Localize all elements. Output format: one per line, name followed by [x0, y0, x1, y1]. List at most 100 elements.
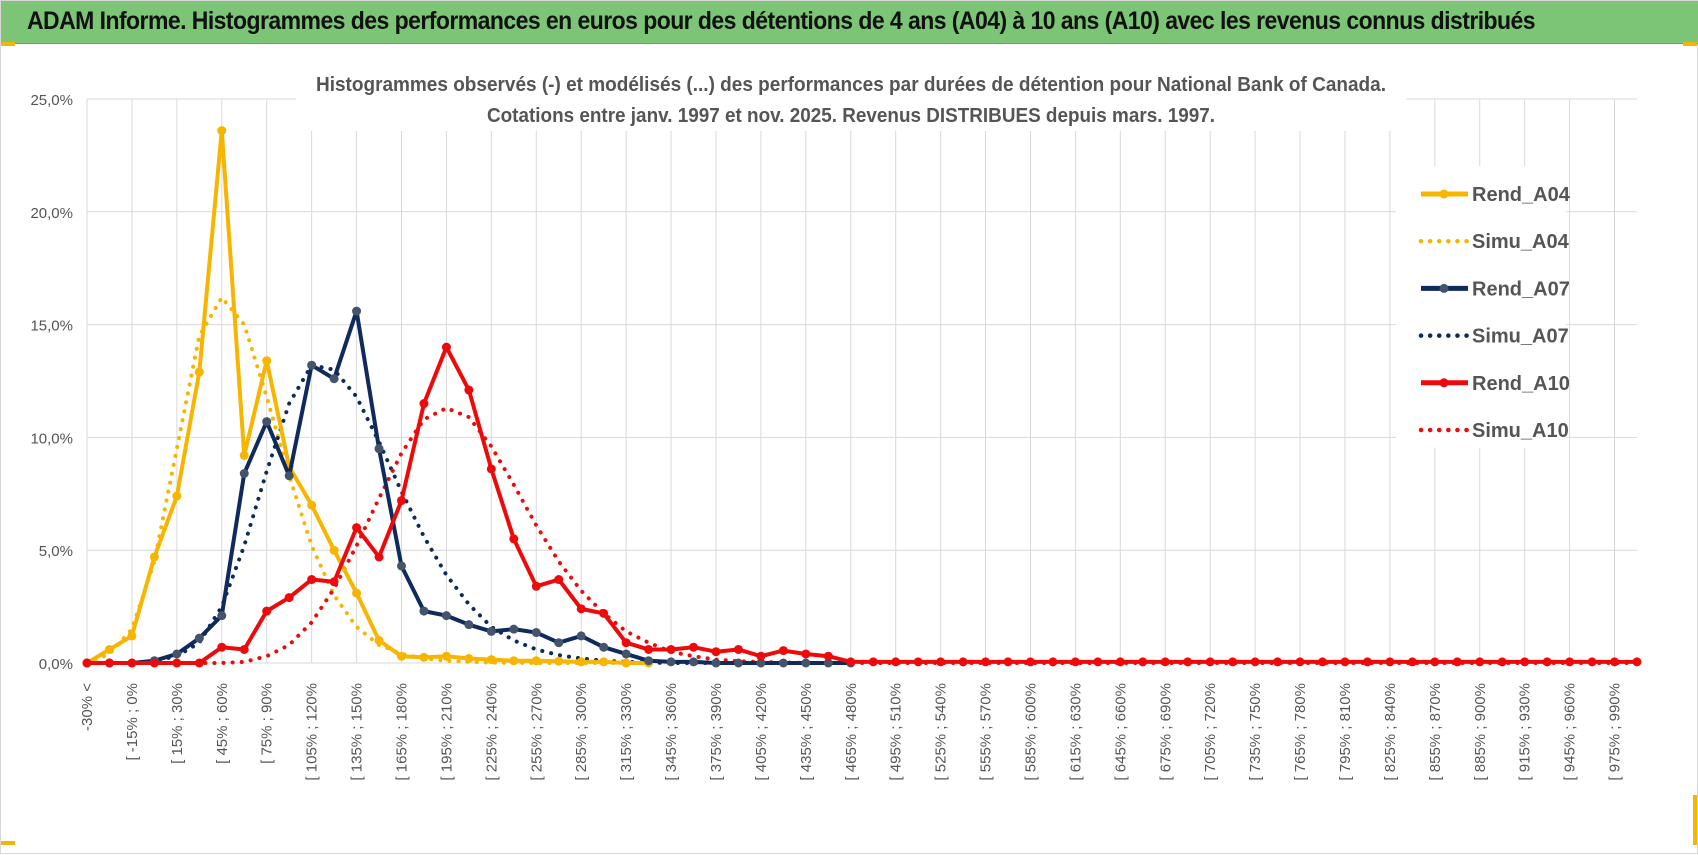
data-point: [172, 658, 182, 668]
data-point: [1632, 657, 1642, 667]
data-point: [1093, 657, 1103, 667]
series-Rend_A04: [82, 126, 654, 668]
data-point: [1430, 657, 1440, 667]
data-point: [239, 450, 249, 460]
x-tick-label: [ 885% ; 900%: [1472, 683, 1489, 781]
data-point: [441, 651, 451, 661]
y-tick-label: 25,0%: [30, 92, 73, 109]
data-point: [509, 624, 519, 634]
data-point: [1318, 657, 1328, 667]
data-point: [1385, 657, 1395, 667]
data-point: [352, 523, 362, 533]
data-point: [486, 655, 496, 665]
data-point: [778, 658, 788, 668]
series-Rend_A10: [82, 342, 1642, 668]
x-tick-label: [ 435% ; 450%: [798, 683, 815, 781]
data-point: [262, 356, 272, 366]
data-point: [419, 606, 429, 616]
data-point: [329, 577, 339, 587]
data-point: [644, 656, 654, 666]
data-point: [1160, 657, 1170, 667]
data-point: [464, 385, 474, 395]
data-point: [801, 649, 811, 659]
x-tick-label: [ 555% ; 570%: [978, 683, 995, 781]
x-tick-label: [ 645% ; 660%: [1112, 683, 1129, 781]
data-point: [1003, 657, 1013, 667]
x-tick-label: [ -15% ; 0%: [124, 683, 141, 761]
data-point: [217, 126, 227, 136]
data-point: [554, 575, 564, 585]
y-tick-label: 10,0%: [30, 430, 73, 447]
series-line: [85, 128, 649, 665]
data-point: [509, 534, 519, 544]
data-point: [486, 626, 496, 636]
data-point: [531, 628, 541, 638]
data-point: [1070, 657, 1080, 667]
data-point: [666, 657, 676, 667]
data-point: [599, 657, 609, 667]
data-point: [329, 545, 339, 555]
legend-item-Rend_A10: Rend_A10: [1421, 373, 1570, 395]
legend-item-Simu_A10: Simu_A10: [1418, 420, 1569, 442]
data-point: [1452, 657, 1462, 667]
data-point: [1025, 657, 1035, 667]
data-point: [352, 588, 362, 598]
data-point: [172, 491, 182, 501]
legend-item-Rend_A07: Rend_A07: [1421, 278, 1570, 300]
data-point: [891, 657, 901, 667]
corner-mark-bottom-left: [1, 841, 15, 845]
data-point: [576, 604, 586, 614]
series-line: [87, 345, 1637, 665]
data-point: [441, 611, 451, 621]
x-tick-label: [ 945% ; 960%: [1562, 683, 1579, 781]
x-tick-label: [ 735% ; 750%: [1247, 683, 1264, 781]
data-point: [1048, 657, 1058, 667]
data-point: [1250, 657, 1260, 667]
chart-title-line-2: Cotations entre janv. 1997 et nov. 2025.…: [487, 105, 1215, 127]
data-point: [217, 642, 227, 652]
data-point: [1497, 657, 1507, 667]
corner-mark-top-left: [1, 42, 15, 46]
data-point: [913, 657, 923, 667]
x-tick-label: [ 705% ; 720%: [1202, 683, 1219, 781]
data-point: [1362, 657, 1372, 667]
data-point: [936, 657, 946, 667]
data-point: [711, 658, 721, 668]
data-point: [666, 644, 676, 654]
data-point: [1340, 657, 1350, 667]
data-point: [396, 496, 406, 506]
data-point: [239, 468, 249, 478]
data-point: [396, 651, 406, 661]
data-point: [801, 658, 811, 668]
data-point: [217, 611, 227, 621]
data-point: [262, 417, 272, 427]
data-point: [307, 575, 317, 585]
x-tick-label: [ 915% ; 930%: [1517, 683, 1534, 781]
data-point: [756, 658, 766, 668]
data-point: [689, 642, 699, 652]
data-point: [419, 399, 429, 409]
legend-item-Simu_A04: Simu_A04: [1418, 231, 1570, 253]
data-point: [374, 635, 384, 645]
data-point: [958, 657, 968, 667]
y-axis: 0,0% 5,0% 10,0% 15,0% 20,0% 25,0%: [30, 92, 73, 673]
legend-marker: [1439, 189, 1449, 199]
x-tick-label: [ 615% ; 630%: [1067, 683, 1084, 781]
data-point: [374, 444, 384, 454]
x-tick-label: [ 585% ; 600%: [1022, 683, 1039, 781]
series-Simu_A04: [85, 294, 629, 665]
data-point: [149, 658, 159, 668]
data-point: [981, 657, 991, 667]
data-point: [1228, 657, 1238, 667]
data-point: [1475, 657, 1485, 667]
data-point: [284, 593, 294, 603]
data-point: [464, 620, 474, 630]
legend-item-Rend_A04: Rend_A04: [1421, 184, 1571, 206]
legend-item-Simu_A07: Simu_A07: [1418, 326, 1569, 348]
data-point: [621, 638, 631, 648]
data-point: [1205, 657, 1215, 667]
data-point: [194, 658, 204, 668]
data-point: [621, 649, 631, 659]
x-tick-label: [ 15% ; 30%: [169, 683, 186, 764]
x-tick-label: [ 165% ; 180%: [393, 683, 410, 781]
